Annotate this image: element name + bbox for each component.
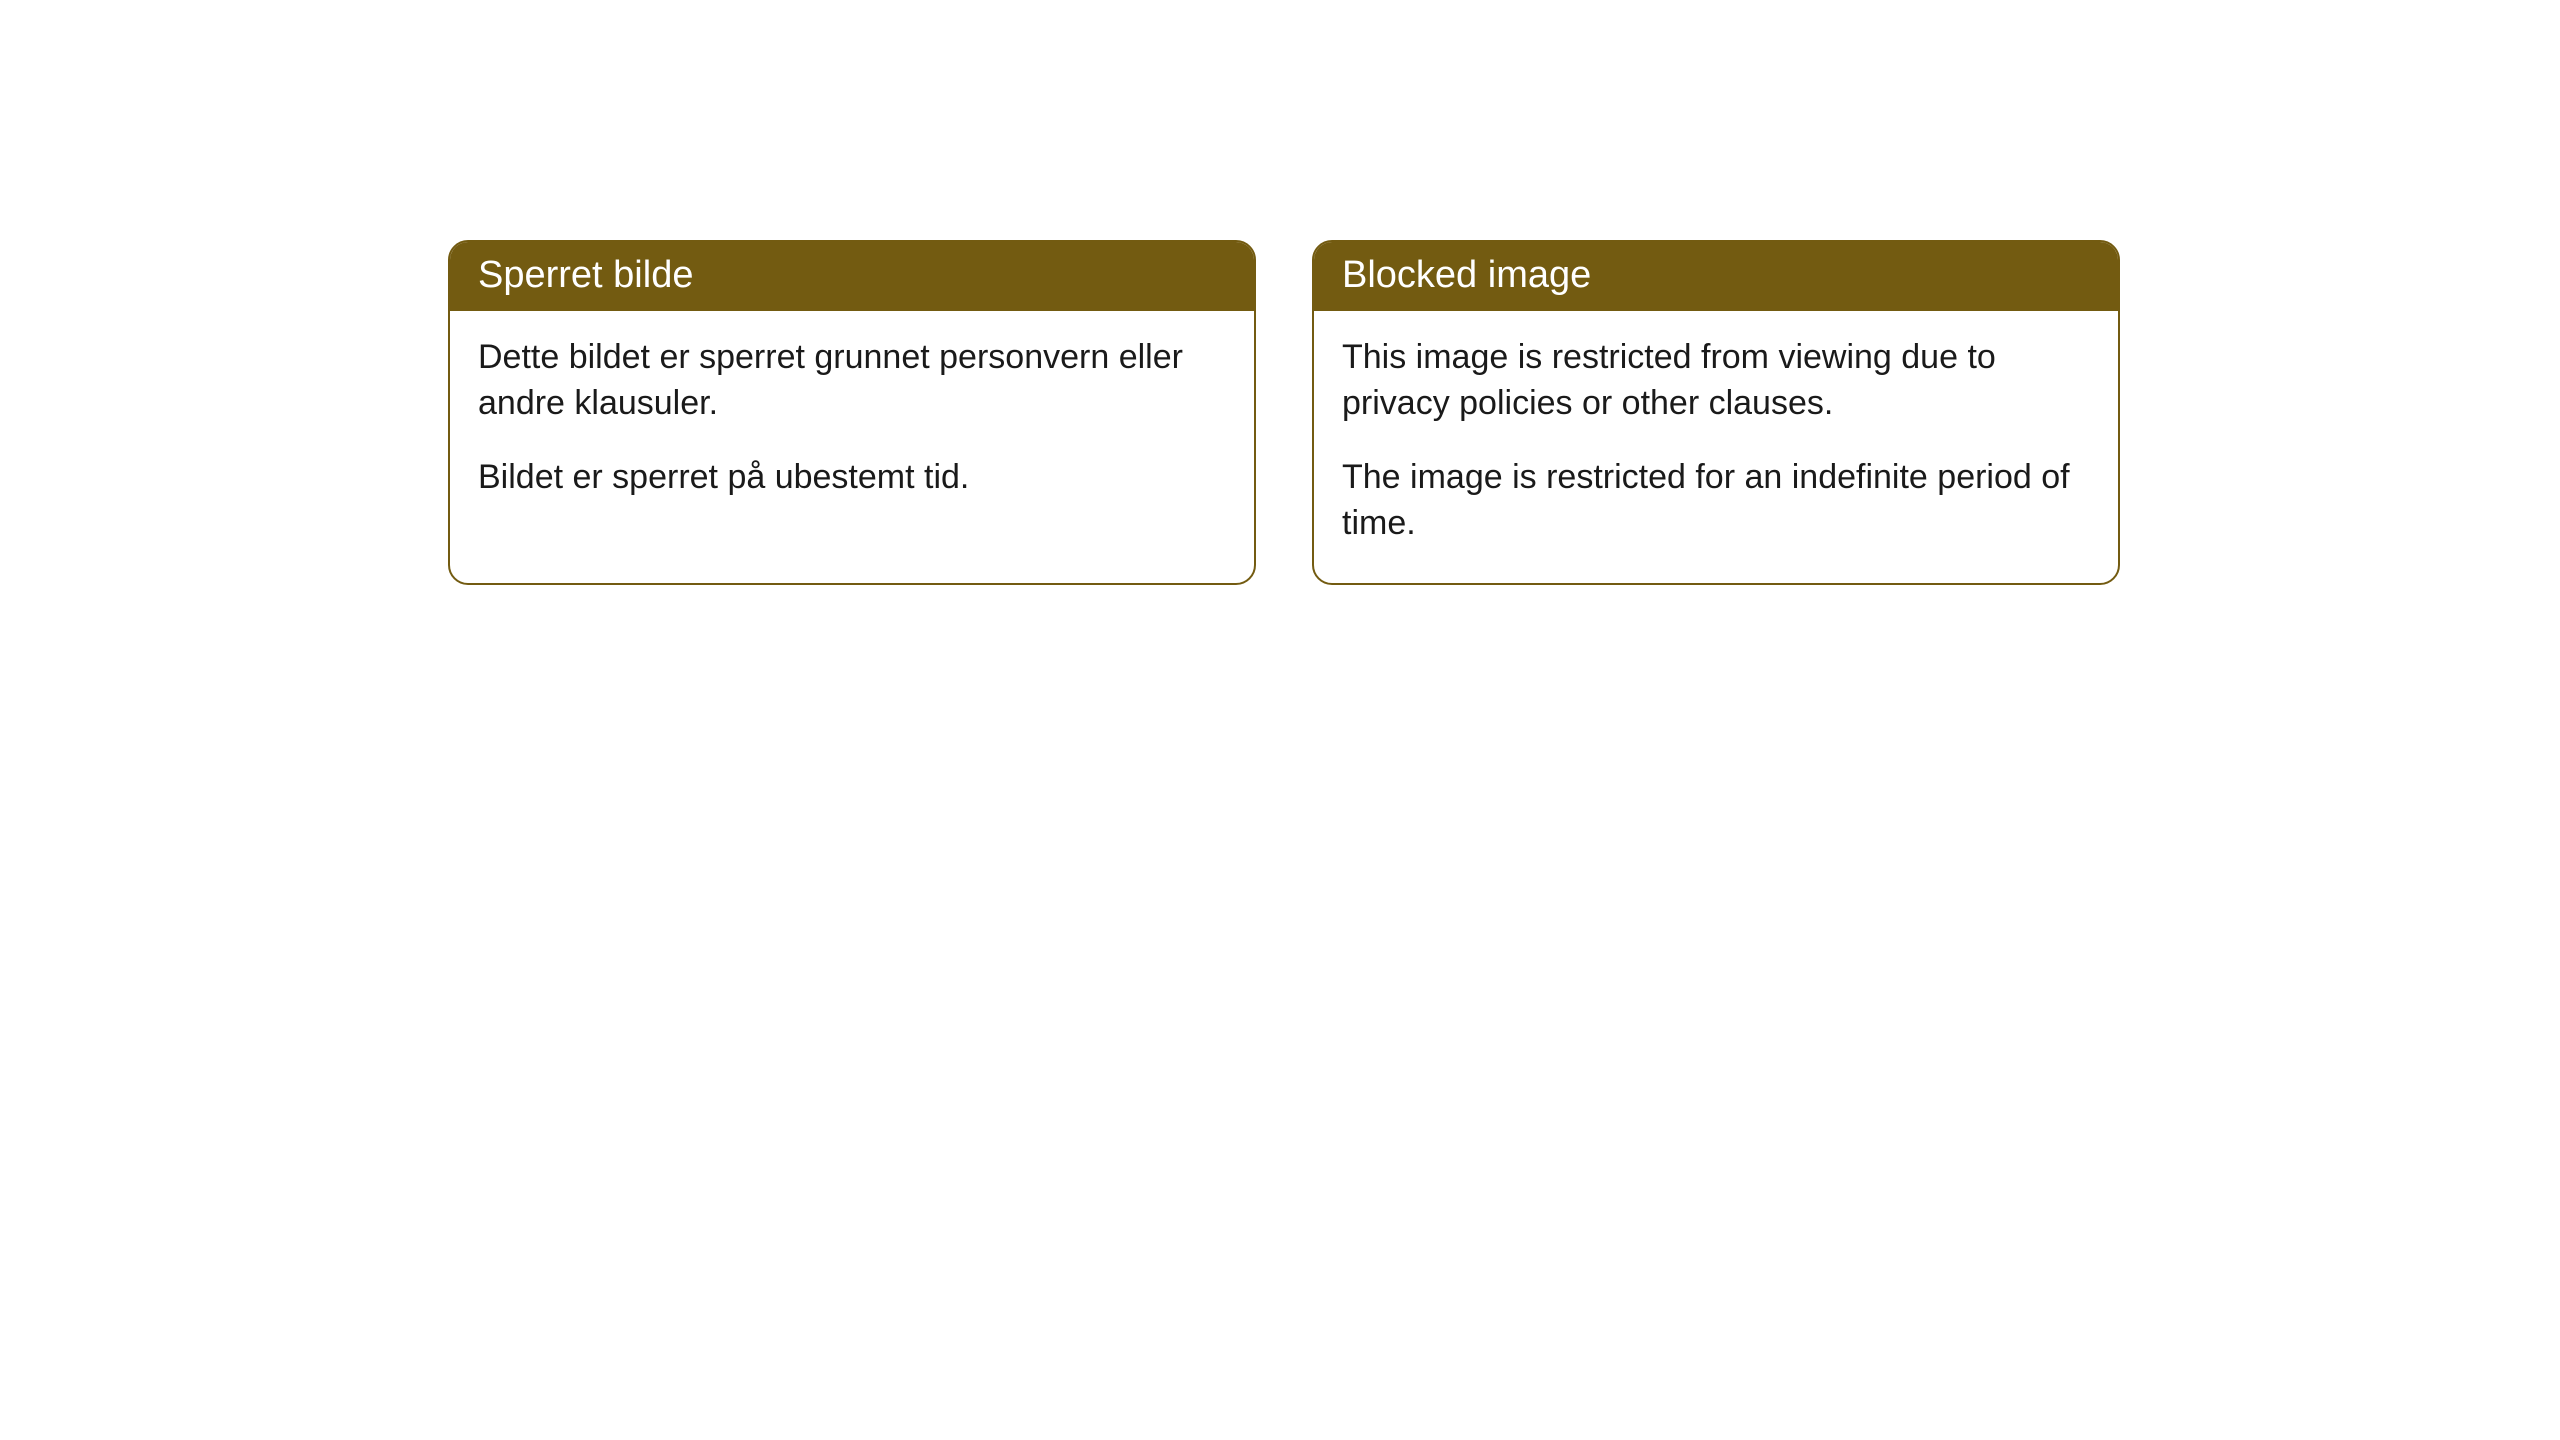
card-paragraph: The image is restricted for an indefinit… [1342, 455, 2090, 547]
card-header: Blocked image [1314, 242, 2118, 311]
card-paragraph: Dette bildet er sperret grunnet personve… [478, 335, 1226, 427]
card-body: Dette bildet er sperret grunnet personve… [450, 311, 1254, 537]
card-paragraph: This image is restricted from viewing du… [1342, 335, 2090, 427]
blocked-image-card-no: Sperret bilde Dette bildet er sperret gr… [448, 240, 1256, 585]
card-body: This image is restricted from viewing du… [1314, 311, 2118, 583]
cards-container: Sperret bilde Dette bildet er sperret gr… [448, 240, 2560, 585]
card-header: Sperret bilde [450, 242, 1254, 311]
blocked-image-card-en: Blocked image This image is restricted f… [1312, 240, 2120, 585]
card-paragraph: Bildet er sperret på ubestemt tid. [478, 455, 1226, 501]
